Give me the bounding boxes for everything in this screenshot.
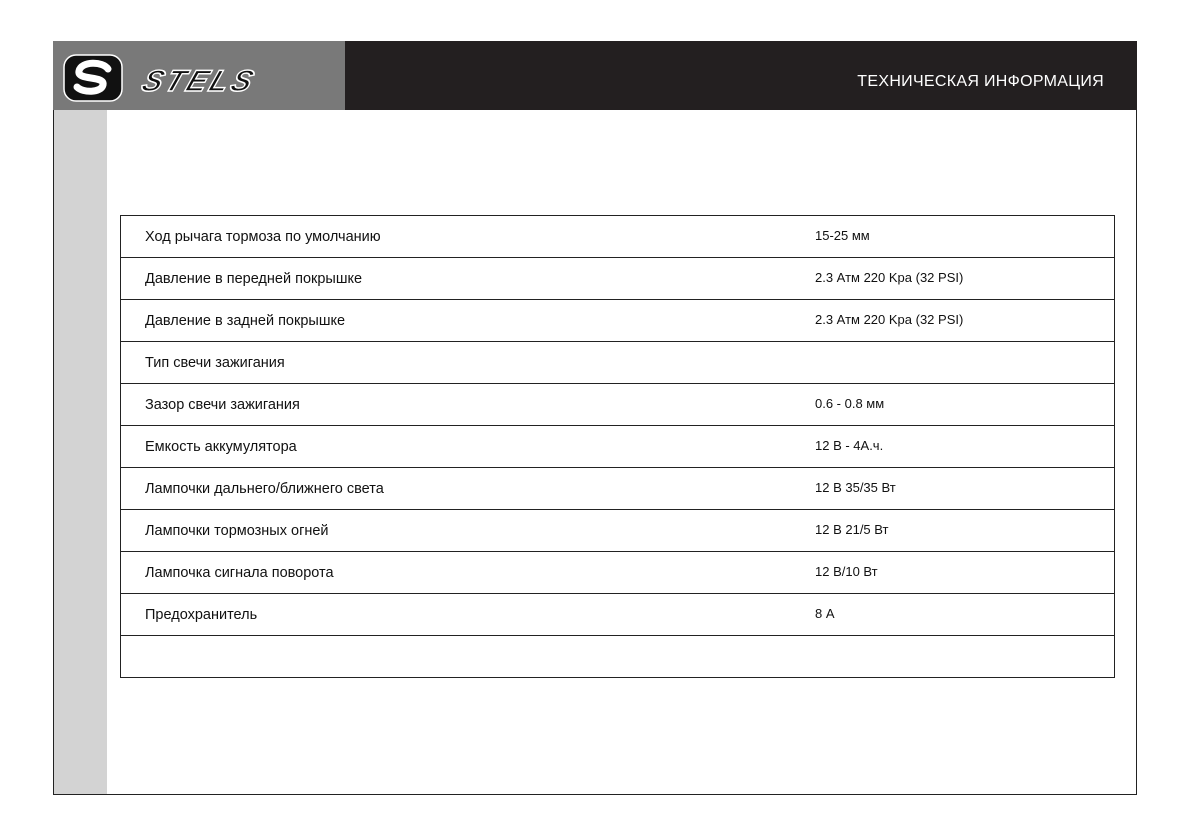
spec-value: 12 В 35/35 Вт	[815, 480, 896, 495]
spec-value: 8 А	[815, 606, 835, 621]
table-row	[121, 636, 1114, 678]
table-row: Давление в передней покрышке 2.3 Атм 220 …	[121, 258, 1114, 300]
table-row: Лампочки тормозных огней 12 В 21/5 Вт	[121, 510, 1114, 552]
spec-label: Тип свечи зажигания	[145, 355, 285, 371]
spec-value: 2.3 Атм 220 Kpa (32 PSI)	[815, 312, 964, 327]
stels-logo: STELS	[53, 41, 345, 110]
spec-value: 12 В 21/5 Вт	[815, 522, 889, 537]
spec-label: Лампочки тормозных огней	[145, 523, 329, 539]
table-row: Ход рычага тормоза по умолчанию 15-25 мм	[121, 216, 1114, 258]
spec-label: Предохранитель	[145, 607, 258, 623]
spec-label: Емкость аккумулятора	[145, 439, 297, 455]
table-row: Лампочки дальнего/ближнего света 12 В 35/…	[121, 468, 1114, 510]
spec-label: Ход рычага тормоза по умолчанию	[145, 229, 381, 245]
header-bar: ТЕХНИЧЕСКАЯ ИНФОРМАЦИЯ	[345, 41, 1137, 110]
page-frame	[53, 41, 1137, 795]
table-row: Давление в задней покрышке 2.3 Атм 220 Kp…	[121, 300, 1114, 342]
spec-label: Давление в передней покрышке	[145, 271, 363, 287]
table-row: Зазор свечи зажигания 0.6 - 0.8 мм	[121, 384, 1114, 426]
table-row: Емкость аккумулятора 12 В - 4А.ч.	[121, 426, 1114, 468]
table-row: Лампочка сигнала поворота 12 В/10 Вт	[121, 552, 1114, 594]
spec-value: 15-25 мм	[815, 228, 870, 243]
spec-value: 12 В - 4А.ч.	[815, 438, 884, 453]
spec-label: Лампочка сигнала поворота	[145, 565, 334, 581]
spec-value: 2.3 Атм 220 Kpa (32 PSI)	[815, 270, 964, 285]
svg-text:STELS: STELS	[137, 64, 261, 98]
table-row: Тип свечи зажигания	[121, 342, 1114, 384]
table-row: Предохранитель 8 А	[121, 594, 1114, 636]
spec-value: 12 В/10 Вт	[815, 564, 878, 579]
spec-label: Давление в задней покрышке	[145, 313, 346, 329]
spec-label: Зазор свечи зажигания	[145, 397, 300, 413]
spec-table: Ход рычага тормоза по умолчанию 15-25 мм Д…	[120, 215, 1115, 678]
side-strip	[54, 110, 107, 794]
spec-label: Лампочки дальнего/ближнего света	[145, 481, 384, 497]
spec-value: 0.6 - 0.8 мм	[815, 396, 885, 411]
page-title: ТЕХНИЧЕСКАЯ ИНФОРМАЦИЯ	[857, 73, 1104, 90]
